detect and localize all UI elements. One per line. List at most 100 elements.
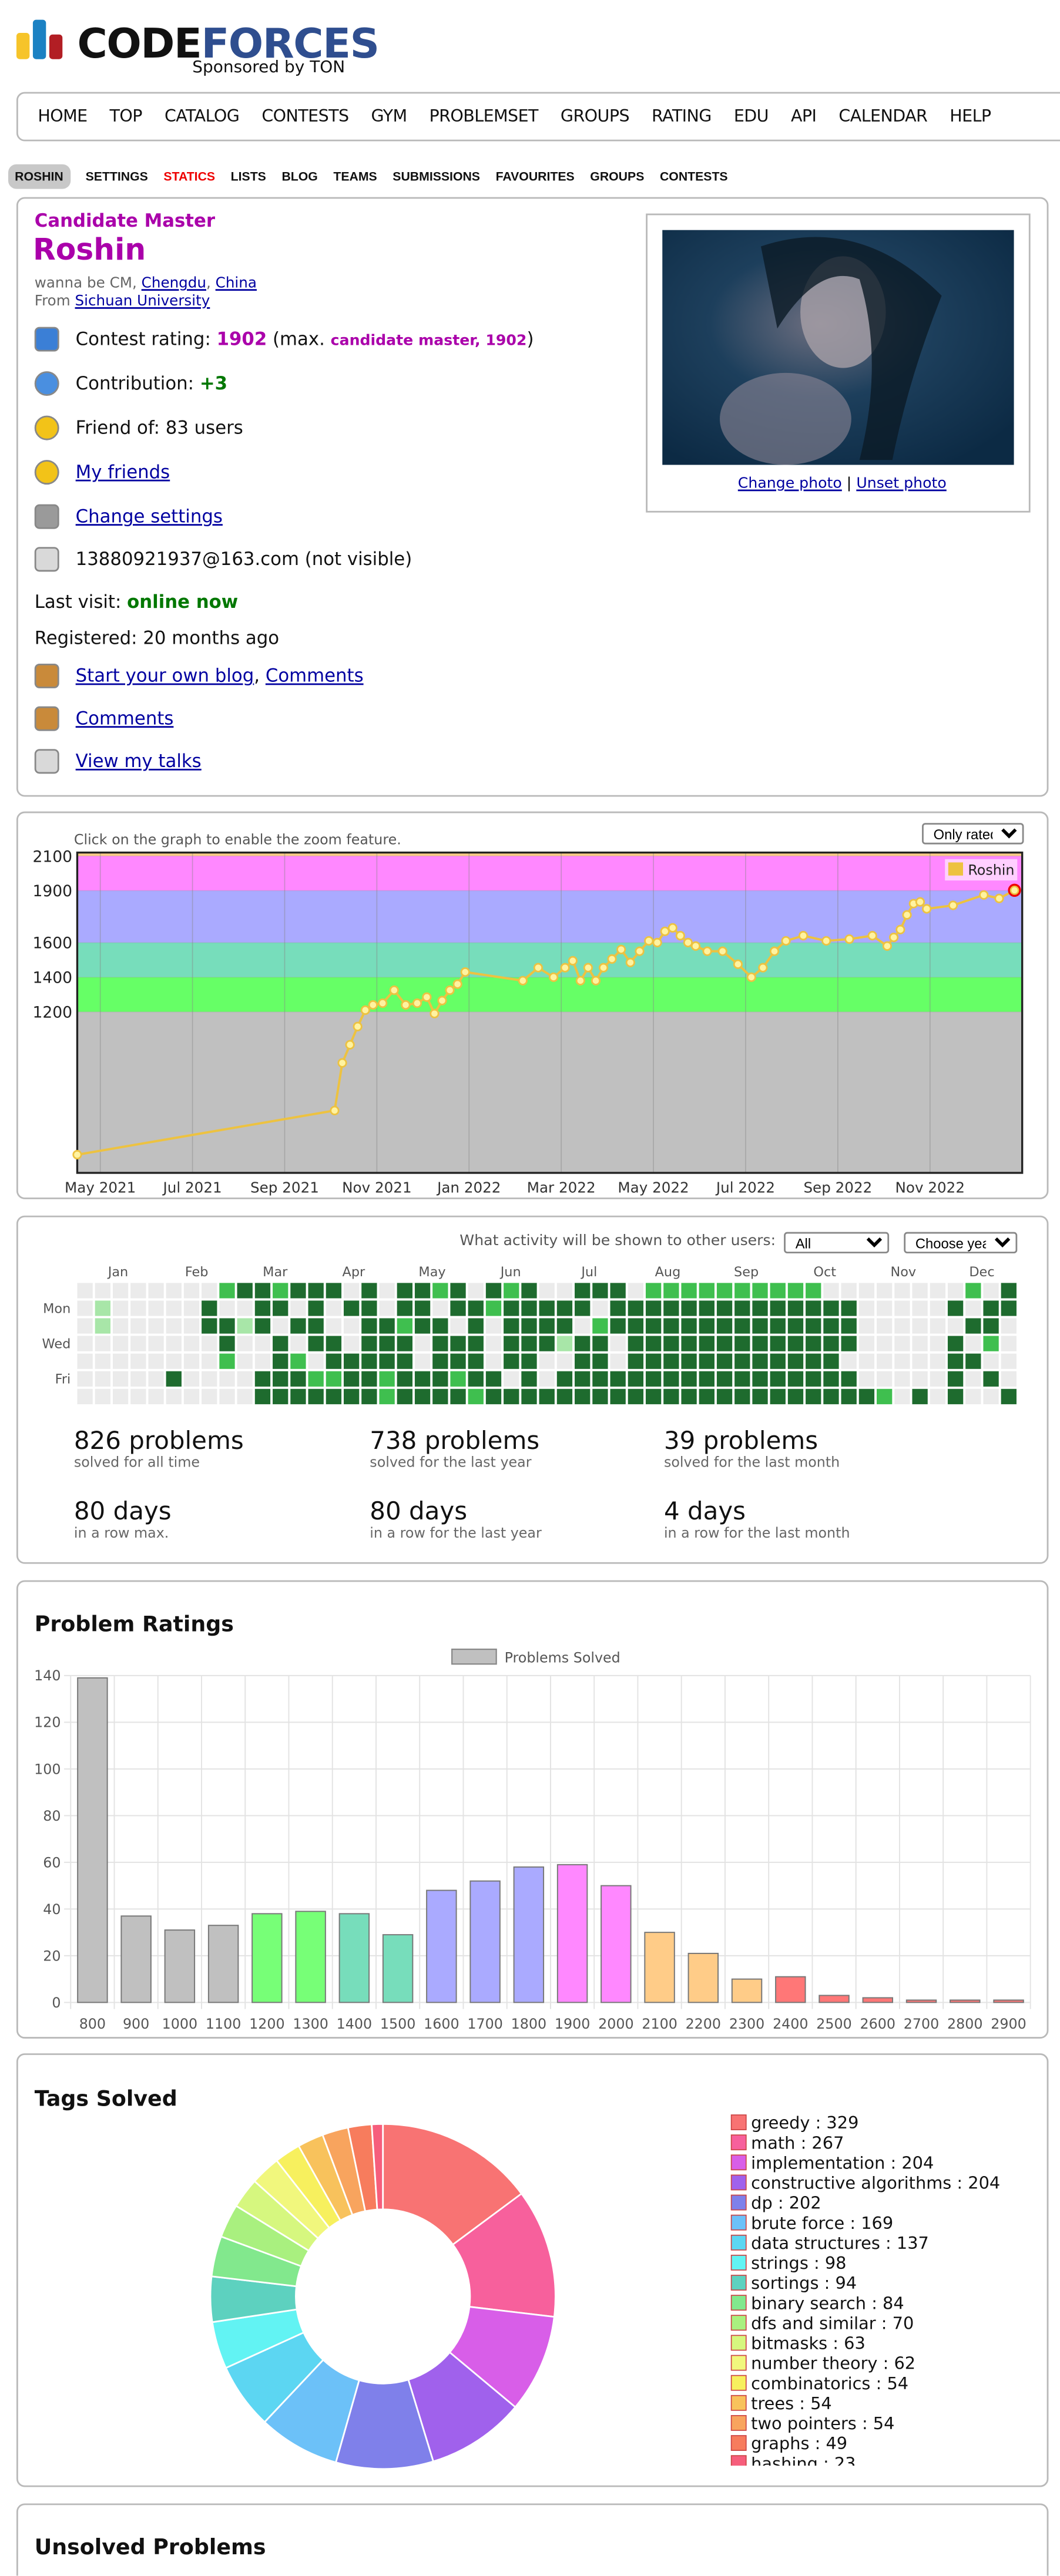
profile-line: Contest rating: 1902 (max. candidate mas… (76, 328, 534, 349)
text: candidate master, 1902 (330, 333, 527, 350)
photo-links: Change photo | Unset photo (738, 476, 947, 493)
stat-caption: solved for the last year (370, 1455, 532, 1472)
icon (34, 547, 59, 572)
profile-line: Registered: 20 months ago (35, 627, 279, 648)
profile-line: View my talks (76, 751, 202, 772)
nav-item[interactable]: CALENDAR (838, 107, 928, 126)
text: , (254, 665, 266, 687)
link[interactable]: Comments (265, 665, 364, 687)
link[interactable]: Change photo (737, 476, 842, 493)
text: 13880921937@163.com (not visible) (75, 549, 412, 570)
profile-line: Comments (76, 708, 174, 729)
nav-item[interactable]: GROUPS (560, 107, 630, 126)
tab[interactable]: CONTESTS (659, 169, 728, 184)
icon (34, 415, 59, 440)
nav-item[interactable]: GYM (371, 107, 408, 126)
link[interactable]: China (215, 275, 257, 292)
stat-value: 39 problems (663, 1425, 819, 1456)
stat-value: 80 days (73, 1496, 172, 1526)
icon (34, 706, 59, 731)
tab[interactable]: ROSHIN (8, 164, 70, 189)
text: 1902 (216, 328, 267, 350)
nav-item[interactable]: EDU (733, 107, 769, 126)
tags-title: Tags Solved (34, 2087, 177, 2113)
profile-line: Start your own blog, Comments (76, 665, 364, 687)
text: Friend of: 83 users (75, 417, 243, 439)
icon (34, 460, 59, 485)
logo-forces: FORCES (201, 19, 380, 68)
text: (max. (267, 328, 331, 350)
nav-item[interactable]: CONTESTS (261, 107, 349, 126)
text: , (206, 275, 216, 292)
tab[interactable]: TEAMS (333, 169, 377, 184)
nav-item[interactable]: PROBLEMSET (429, 107, 539, 126)
link[interactable]: View my talks (75, 751, 202, 772)
stat-caption: solved for all time (73, 1455, 200, 1472)
icon (34, 749, 59, 774)
stat-value: 80 days (370, 1496, 468, 1526)
tab[interactable]: STATICS (163, 169, 216, 184)
year-select[interactable]: Choose year (904, 1232, 1018, 1254)
text: Last visit: (34, 591, 128, 613)
photo-shoulder (720, 372, 851, 465)
stat-caption: in a row for the last month (663, 1526, 850, 1543)
organization: From Sichuan University (35, 294, 210, 311)
tab[interactable]: SUBMISSIONS (393, 169, 481, 184)
profile-line: Last visit: online now (35, 591, 239, 613)
activity-select[interactable]: All (784, 1232, 890, 1254)
text: wanna be CM, (34, 275, 142, 292)
text: Registered: 20 months ago (34, 627, 280, 649)
nav-item[interactable]: CATALOG (164, 107, 240, 126)
stat-value: 738 problems (370, 1425, 540, 1456)
icon (34, 327, 59, 352)
link[interactable]: Sichuan University (75, 294, 210, 311)
stat-caption: in a row max. (73, 1526, 169, 1543)
icon (34, 663, 59, 688)
text: Contest rating: (75, 328, 217, 350)
nav-item[interactable]: HOME (38, 107, 88, 126)
photo-hair (760, 237, 942, 460)
tab[interactable]: LISTS (230, 169, 266, 184)
text: | (841, 476, 857, 493)
tab[interactable]: FAVOURITES (495, 169, 575, 184)
logo-code: CODE (77, 19, 202, 68)
profile-line: 13880921937@163.com (not visible) (76, 549, 412, 570)
icon (34, 504, 59, 529)
nav-item[interactable]: TOP (109, 107, 143, 126)
profile-line: My friends (76, 462, 170, 483)
tab[interactable]: BLOG (281, 169, 318, 184)
stat-value: 826 problems (73, 1425, 244, 1456)
logo-bar (16, 32, 30, 59)
main-nav: HOME TOP CATALOG CONTESTS GYM PROBLEMSET GROUP… (16, 92, 1060, 142)
rank: Candidate Master (34, 210, 216, 232)
nav-item[interactable]: HELP (950, 107, 991, 126)
text: From (34, 294, 75, 311)
nav-item[interactable]: RATING (652, 107, 712, 126)
unsolved-box (16, 2503, 1049, 2576)
link[interactable]: Comments (75, 708, 174, 729)
link[interactable]: Change settings (75, 506, 223, 527)
profile-line: Friend of: 83 users (76, 417, 243, 438)
stat-caption: solved for the last month (663, 1455, 840, 1472)
tab[interactable]: GROUPS (590, 169, 645, 184)
link[interactable]: Unset photo (856, 476, 947, 493)
logo-text[interactable]: CODEFORCES (77, 19, 380, 68)
sponsor: Sponsored by TON (192, 59, 345, 78)
logo-bar (32, 19, 46, 59)
rated-select[interactable]: Only rated (922, 823, 1024, 845)
link[interactable]: My friends (75, 461, 170, 483)
handle[interactable]: Roshin (32, 233, 146, 268)
tab[interactable]: SETTINGS (85, 169, 148, 184)
stat-caption: in a row for the last year (370, 1526, 542, 1543)
photo (662, 230, 1014, 465)
profile-tabs: ROSHIN SETTINGS STATICS LISTS BLOG TEAMS SUBMI… (8, 164, 728, 189)
tags-box (16, 2053, 1049, 2487)
unsolved-title: Unsolved Problems (34, 2536, 266, 2561)
link[interactable]: Start your own blog (75, 665, 254, 687)
link[interactable]: Chengdu (141, 275, 207, 292)
nav-item[interactable]: API (790, 107, 817, 126)
zoom-hint: Click on the graph to enable the zoom fe… (73, 833, 401, 849)
text: +3 (199, 372, 228, 395)
